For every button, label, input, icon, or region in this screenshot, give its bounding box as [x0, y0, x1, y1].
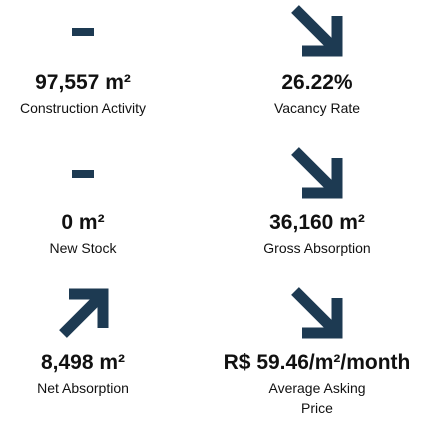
kpi-label: Net Absorption — [37, 380, 129, 396]
kpi-value: 8,498 m² — [40, 351, 126, 374]
kpi-value: 36,160 m² — [269, 211, 365, 234]
kpi-value: 97,557 m² — [35, 71, 131, 94]
kpi-tile: R$ 59.46/m²/month Average Asking Price — [212, 280, 422, 418]
down-arrow-icon — [291, 147, 343, 199]
kpi-tile: 36,160 m² Gross Absorption — [212, 140, 422, 258]
down-arrow-icon — [291, 5, 343, 57]
kpi-label: New Stock — [49, 240, 117, 256]
kpi-label: Construction Activity — [19, 100, 147, 116]
kpi-value: 0 m² — [61, 211, 105, 234]
kpi-value: R$ 59.46/m²/month — [223, 351, 411, 374]
flat-icon — [72, 28, 94, 36]
flat-icon — [72, 170, 94, 178]
kpi-label: Vacancy Rate — [273, 100, 361, 116]
down-arrow-icon — [291, 287, 343, 339]
kpi-value: 26.22% — [281, 71, 353, 94]
up-arrow-icon — [59, 288, 109, 338]
kpi-tile: 0 m² New Stock — [0, 140, 166, 258]
kpi-tile: 26.22% Vacancy Rate — [212, 0, 422, 118]
kpi-tile: 8,498 m² Net Absorption — [0, 280, 166, 398]
kpi-tile: 97,557 m² Construction Activity — [0, 0, 166, 118]
kpi-label: Average Asking Price — [268, 380, 366, 416]
kpi-label: Gross Absorption — [263, 240, 371, 256]
